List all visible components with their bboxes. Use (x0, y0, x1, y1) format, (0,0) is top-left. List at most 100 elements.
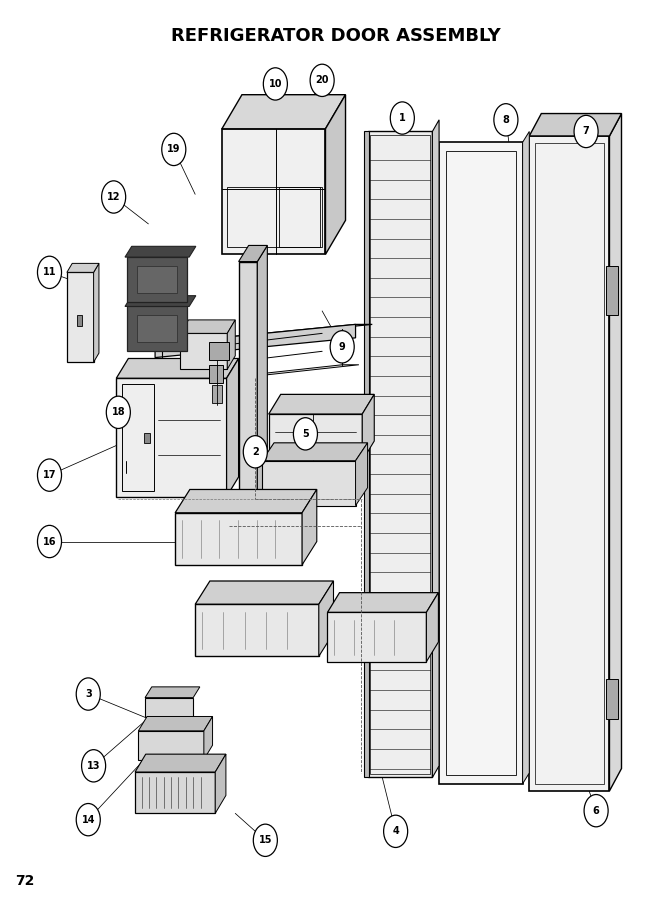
Circle shape (330, 330, 354, 363)
Text: 18: 18 (111, 408, 125, 418)
Bar (227, 187, 320, 248)
Text: 8: 8 (503, 115, 509, 125)
Bar (279, 187, 322, 248)
Polygon shape (262, 461, 356, 506)
Polygon shape (364, 131, 369, 778)
Circle shape (391, 102, 415, 134)
Polygon shape (195, 604, 319, 656)
Text: 72: 72 (15, 874, 34, 887)
Polygon shape (125, 247, 196, 257)
Polygon shape (138, 731, 204, 760)
Polygon shape (257, 246, 267, 549)
Polygon shape (145, 698, 193, 717)
Text: 12: 12 (107, 192, 120, 202)
Polygon shape (127, 306, 187, 351)
Bar (121, 383, 154, 491)
Polygon shape (175, 490, 317, 513)
Circle shape (310, 64, 334, 96)
Polygon shape (116, 378, 227, 497)
Text: 14: 14 (81, 814, 95, 824)
Text: 17: 17 (43, 470, 56, 480)
Polygon shape (268, 394, 374, 414)
Polygon shape (135, 772, 215, 814)
Circle shape (38, 459, 62, 491)
Circle shape (82, 750, 105, 782)
Polygon shape (239, 246, 267, 262)
Circle shape (244, 436, 267, 468)
Text: 13: 13 (87, 760, 101, 770)
Polygon shape (155, 324, 356, 357)
Text: 3: 3 (85, 689, 92, 699)
Bar (370, 135, 429, 774)
Bar (137, 315, 177, 342)
Circle shape (38, 256, 62, 289)
Polygon shape (180, 333, 227, 369)
Polygon shape (155, 324, 372, 344)
Circle shape (162, 133, 186, 166)
Polygon shape (426, 593, 438, 662)
Bar (209, 342, 229, 360)
Polygon shape (195, 581, 333, 604)
Text: 5: 5 (302, 428, 309, 439)
Polygon shape (116, 358, 239, 378)
Text: 7: 7 (582, 127, 589, 137)
Polygon shape (327, 593, 438, 612)
Polygon shape (239, 262, 257, 549)
Polygon shape (319, 581, 333, 656)
Text: 1: 1 (399, 113, 406, 123)
Polygon shape (439, 142, 523, 784)
Text: 20: 20 (315, 76, 329, 86)
Polygon shape (204, 716, 213, 760)
Polygon shape (227, 358, 239, 497)
Polygon shape (432, 120, 439, 778)
Polygon shape (529, 136, 609, 791)
Circle shape (263, 68, 287, 100)
Bar (446, 151, 516, 775)
Polygon shape (368, 131, 432, 778)
Circle shape (293, 418, 317, 450)
Polygon shape (222, 129, 325, 255)
Text: 16: 16 (43, 536, 56, 546)
Bar (77, 315, 83, 326)
Polygon shape (162, 364, 359, 384)
Text: 11: 11 (43, 267, 56, 277)
Polygon shape (222, 94, 346, 129)
Polygon shape (138, 716, 213, 731)
Polygon shape (93, 264, 99, 362)
Bar (212, 385, 222, 403)
Polygon shape (127, 257, 187, 302)
Text: 2: 2 (252, 446, 259, 457)
Circle shape (254, 824, 277, 857)
Polygon shape (125, 296, 196, 306)
Polygon shape (302, 490, 317, 565)
Polygon shape (523, 131, 529, 784)
Polygon shape (67, 264, 99, 273)
Bar (137, 266, 177, 293)
Circle shape (384, 815, 408, 848)
Circle shape (584, 795, 608, 827)
Text: 6: 6 (592, 806, 599, 815)
Circle shape (494, 104, 518, 136)
Circle shape (38, 526, 62, 558)
Circle shape (76, 678, 100, 710)
Polygon shape (325, 94, 346, 255)
Text: 15: 15 (258, 835, 272, 845)
Polygon shape (262, 443, 368, 461)
Polygon shape (215, 754, 226, 814)
Polygon shape (135, 754, 226, 772)
Polygon shape (327, 612, 426, 662)
Polygon shape (609, 113, 621, 791)
Polygon shape (175, 513, 302, 565)
Circle shape (101, 181, 125, 213)
Bar (606, 266, 618, 315)
Bar (535, 143, 604, 784)
Text: 4: 4 (393, 826, 399, 836)
Bar (606, 679, 618, 719)
Text: 9: 9 (339, 342, 346, 352)
Polygon shape (145, 687, 200, 698)
Text: REFRIGERATOR DOOR ASSEMBLY: REFRIGERATOR DOOR ASSEMBLY (170, 26, 501, 44)
Bar (144, 433, 150, 444)
Polygon shape (227, 320, 236, 369)
Polygon shape (67, 273, 93, 362)
Circle shape (76, 804, 100, 836)
